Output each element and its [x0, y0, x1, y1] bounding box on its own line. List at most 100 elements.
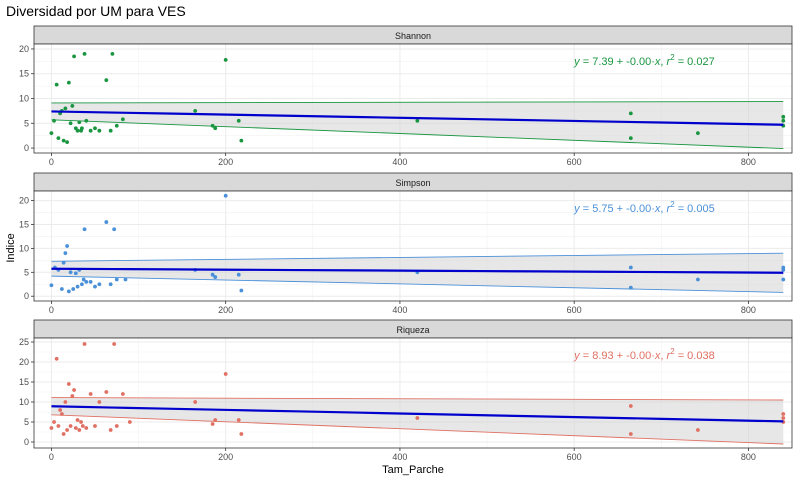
data-point — [70, 394, 75, 398]
data-point — [58, 408, 63, 412]
data-point — [120, 392, 125, 396]
data-point — [70, 104, 75, 108]
data-point — [80, 424, 85, 428]
data-point — [59, 412, 64, 416]
data-point — [84, 118, 89, 123]
y-tick-label: 5 — [24, 118, 29, 128]
data-point — [54, 82, 59, 87]
data-point — [65, 428, 70, 432]
data-point — [84, 279, 89, 284]
data-point — [68, 424, 73, 428]
data-point — [239, 288, 244, 293]
data-point — [628, 136, 633, 141]
data-point — [77, 428, 82, 432]
y-tick-label: 10 — [19, 243, 29, 253]
data-point — [93, 284, 97, 289]
data-point — [73, 426, 78, 430]
data-point — [628, 404, 633, 408]
x-tick-label: 800 — [741, 452, 756, 462]
y-tick-label: 0 — [24, 143, 29, 153]
ci-upper-line — [51, 252, 784, 262]
data-point — [66, 289, 71, 294]
data-point — [213, 275, 218, 279]
y-tick-label: 5 — [24, 417, 29, 427]
data-point — [63, 251, 68, 256]
confidence-band — [51, 101, 784, 149]
data-point — [82, 227, 87, 232]
data-point — [127, 420, 132, 424]
panel-border — [33, 43, 793, 154]
data-point — [223, 57, 228, 62]
y-tick-label: 15 — [19, 219, 29, 229]
data-point — [97, 400, 102, 404]
data-point — [49, 283, 54, 288]
facet-strip-label: Simpson — [395, 178, 430, 188]
data-point — [628, 285, 633, 290]
data-point — [49, 426, 54, 430]
panel-shannon: Shannon 0 200 400 600 800 0 5 10 15 20 y = 7.39 + -… — [19, 25, 793, 167]
y-tick-label: 20 — [19, 357, 29, 367]
data-point — [108, 428, 113, 432]
x-tick-label: 400 — [392, 452, 407, 462]
data-point — [80, 282, 84, 287]
data-point — [236, 272, 241, 277]
chart-title: Diversidad por UM para VES — [6, 3, 186, 19]
y-tick-label: 10 — [19, 397, 29, 407]
x-tick-label: 400 — [392, 305, 407, 315]
x-tick-label: 800 — [741, 305, 756, 315]
data-point — [210, 422, 215, 426]
regression-line — [51, 267, 784, 274]
data-point — [210, 123, 215, 128]
data-point — [49, 131, 54, 136]
data-point — [66, 80, 71, 85]
ci-lower-line — [51, 119, 784, 149]
data-point — [415, 118, 420, 123]
data-point — [628, 111, 633, 116]
y-tick-label: 20 — [19, 196, 29, 206]
data-point — [112, 227, 117, 232]
data-point — [781, 268, 786, 272]
x-tick-label: 200 — [218, 305, 233, 315]
data-point — [781, 416, 786, 420]
data-point — [696, 428, 700, 432]
data-point — [193, 400, 198, 404]
data-point — [120, 117, 125, 122]
x-tick-label: 400 — [392, 157, 407, 167]
x-tick-label: 600 — [567, 452, 582, 462]
data-point — [112, 342, 117, 346]
y-tick-label: 5 — [24, 267, 29, 277]
data-point — [781, 118, 786, 123]
regression-equation: y = 5.75 + -0.00·x, r2 = 0.005 — [573, 200, 715, 215]
x-tick-label: 200 — [218, 452, 233, 462]
data-point — [65, 244, 70, 248]
data-point — [223, 372, 228, 376]
data-point — [415, 416, 420, 420]
y-tick-label: 25 — [19, 337, 29, 347]
data-point — [52, 420, 56, 424]
data-point — [82, 342, 87, 346]
y-tick-label: 15 — [19, 69, 29, 79]
data-point — [82, 52, 87, 56]
data-point — [223, 193, 228, 198]
data-point — [104, 78, 109, 83]
x-tick-label: 800 — [741, 157, 756, 167]
data-point — [61, 260, 66, 265]
data-point — [696, 277, 700, 282]
x-tick-label: 0 — [49, 452, 54, 462]
data-point — [123, 277, 128, 282]
data-point — [88, 392, 93, 396]
data-point — [210, 272, 215, 277]
data-point — [66, 382, 71, 386]
panel-simpson: Simpson 0 200 400 600 800 0 5 10 15 20 y = 5.75 + -… — [19, 172, 793, 315]
data-point — [93, 424, 97, 428]
facet-strip-label: Riqueza — [396, 325, 429, 335]
x-tick-label: 600 — [567, 157, 582, 167]
data-point — [54, 356, 59, 361]
data-point — [114, 123, 119, 128]
data-point — [56, 424, 61, 428]
data-point — [628, 432, 633, 436]
facet-strip-label: Shannon — [395, 31, 431, 41]
data-point — [213, 126, 218, 131]
